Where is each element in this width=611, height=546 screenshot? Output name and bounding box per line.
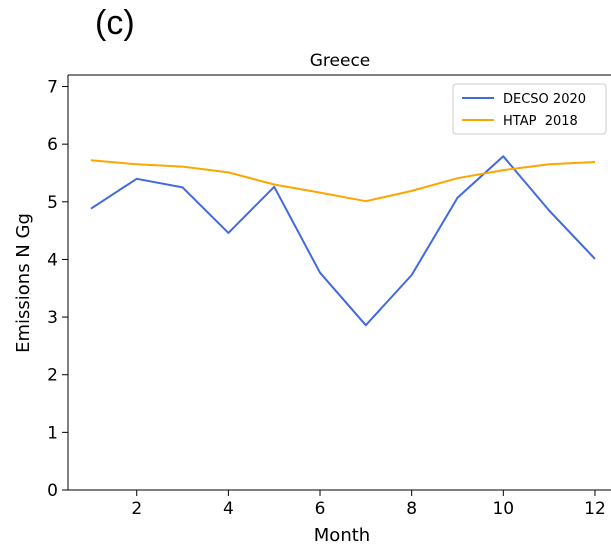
y-tick-label: 0 bbox=[47, 481, 58, 501]
x-axis-label: Month bbox=[314, 525, 370, 546]
legend: DECSO 2020 HTAP 2018 bbox=[452, 83, 607, 135]
legend-label-htap: HTAP 2018 bbox=[503, 114, 578, 129]
y-tick-label: 5 bbox=[47, 193, 58, 213]
y-axis-ticks: 0 1 2 3 4 5 6 7 bbox=[47, 78, 68, 501]
legend-box bbox=[452, 83, 607, 135]
x-tick-label: 10 bbox=[492, 499, 514, 519]
series-line-0 bbox=[90, 155, 596, 327]
x-tick-label: 2 bbox=[131, 499, 142, 519]
y-tick-label: 3 bbox=[47, 308, 58, 328]
y-axis-label: Emissions N Gg bbox=[13, 213, 34, 353]
x-tick-label: 4 bbox=[223, 499, 234, 519]
series-line-1 bbox=[90, 159, 596, 203]
y-tick-label: 7 bbox=[47, 78, 58, 98]
series-lines bbox=[90, 155, 596, 327]
panel-label: (c) bbox=[95, 4, 135, 42]
x-tick-label: 12 bbox=[584, 499, 606, 519]
x-tick-label: 6 bbox=[315, 499, 326, 519]
y-tick-label: 1 bbox=[47, 423, 58, 443]
legend-label-decso: DECSO 2020 bbox=[503, 92, 586, 107]
chart-title: Greece bbox=[310, 51, 371, 71]
y-tick-label: 2 bbox=[47, 366, 58, 386]
y-tick-label: 6 bbox=[47, 135, 58, 155]
y-tick-label: 4 bbox=[47, 250, 58, 270]
x-tick-label: 8 bbox=[406, 499, 417, 519]
x-axis-ticks: 2 4 6 8 10 12 bbox=[131, 490, 606, 519]
